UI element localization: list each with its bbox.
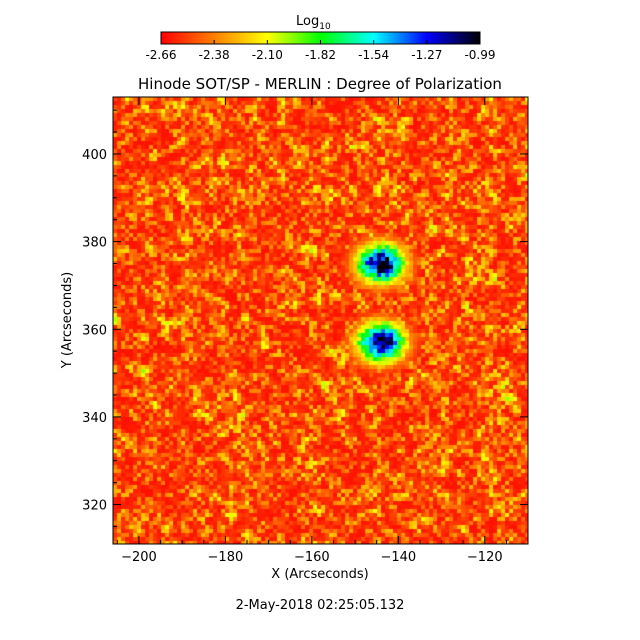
y-tick-label: 340	[82, 411, 107, 426]
x-tick-label: −120	[467, 550, 503, 565]
colorbar-title-subscript: 10	[319, 22, 331, 32]
colorbar-tick-label: -0.99	[464, 48, 495, 62]
x-tick-label: −140	[380, 550, 416, 565]
y-tick-label: 320	[82, 499, 107, 514]
colorbar: Log10 -2.66 -2.38 -2.10 -1.82 -1.54 -1.27 -0.9…	[145, 14, 495, 62]
colorbar-tick-label: -1.82	[305, 48, 336, 62]
colorbar-tick-label: -1.54	[358, 48, 389, 62]
x-axis-label: X (Arcseconds)	[271, 567, 368, 582]
colorbar-tick-label: -2.66	[145, 48, 176, 62]
colorbar-tick-label: -2.10	[252, 48, 283, 62]
y-axis-label: Y (Arcseconds)	[60, 272, 75, 369]
colorbar-tick-label: -2.38	[199, 48, 230, 62]
y-tick-label: 400	[82, 148, 107, 163]
x-axis: −200 −180 −160 −140 −120	[116, 97, 529, 565]
x-tick-label: −160	[294, 550, 330, 565]
chart-title: Hinode SOT/SP - MERLIN : Degree of Polar…	[138, 75, 502, 93]
colorbar-title: Log10	[296, 14, 331, 32]
colorbar-ticks: -2.66 -2.38 -2.10 -1.82 -1.54 -1.27 -0.99	[145, 40, 496, 62]
plot-frame	[112, 96, 529, 545]
y-tick-label: 380	[82, 236, 107, 251]
timestamp: 2-May-2018 02:25:05.132	[236, 598, 405, 613]
x-tick-label: −200	[121, 550, 157, 565]
x-tick-label: −180	[208, 550, 244, 565]
plot-area	[112, 96, 529, 545]
y-axis: 320 340 360 380 400	[82, 109, 528, 527]
y-tick-label: 360	[82, 323, 107, 338]
colorbar-tick-label: -1.27	[411, 48, 442, 62]
heatmap-image	[113, 97, 528, 544]
